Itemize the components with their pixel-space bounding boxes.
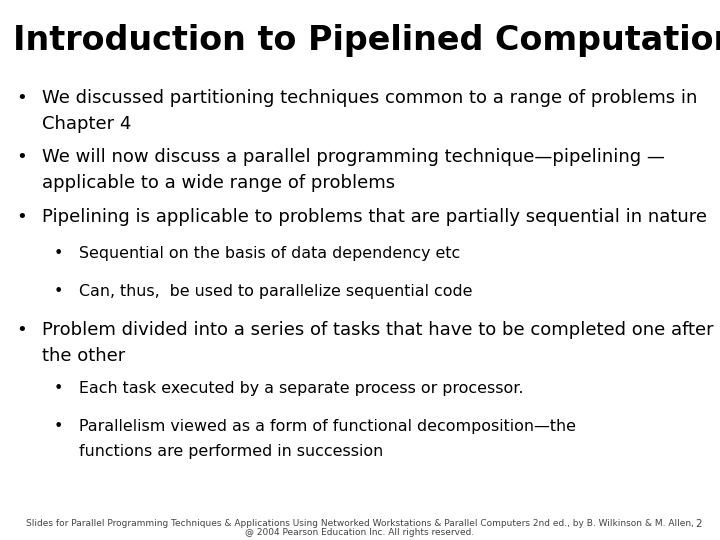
Text: 2: 2	[696, 519, 702, 530]
Text: •: •	[16, 148, 27, 166]
Text: Each task executed by a separate process or processor.: Each task executed by a separate process…	[79, 381, 523, 396]
Text: •: •	[54, 418, 63, 434]
Text: the other: the other	[42, 347, 125, 365]
Text: Introduction to Pipelined Computations: Introduction to Pipelined Computations	[13, 24, 720, 57]
Text: •: •	[54, 284, 63, 299]
Text: functions are performed in succession: functions are performed in succession	[79, 444, 384, 460]
Text: Problem divided into a series of tasks that have to be completed one after: Problem divided into a series of tasks t…	[42, 321, 714, 339]
Text: •: •	[16, 208, 27, 226]
Text: We will now discuss a parallel programming technique—pipelining —: We will now discuss a parallel programmi…	[42, 148, 665, 166]
Text: •: •	[54, 381, 63, 396]
Text: We discussed partitioning techniques common to a range of problems in: We discussed partitioning techniques com…	[42, 89, 697, 107]
Text: •: •	[16, 321, 27, 339]
Text: Parallelism viewed as a form of functional decomposition—the: Parallelism viewed as a form of function…	[79, 418, 576, 434]
Text: applicable to a wide range of problems: applicable to a wide range of problems	[42, 174, 395, 192]
Text: Slides for Parallel Programming Techniques & Applications Using Networked Workst: Slides for Parallel Programming Techniqu…	[26, 519, 694, 529]
Text: •: •	[16, 89, 27, 107]
Text: Pipelining is applicable to problems that are partially sequential in nature: Pipelining is applicable to problems tha…	[42, 208, 707, 226]
Text: Sequential on the basis of data dependency etc: Sequential on the basis of data dependen…	[79, 246, 461, 261]
Text: Chapter 4: Chapter 4	[42, 115, 131, 133]
Text: @ 2004 Pearson Education Inc. All rights reserved.: @ 2004 Pearson Education Inc. All rights…	[246, 528, 474, 537]
Text: •: •	[54, 246, 63, 261]
Text: Can, thus,  be used to parallelize sequential code: Can, thus, be used to parallelize sequen…	[79, 284, 473, 299]
